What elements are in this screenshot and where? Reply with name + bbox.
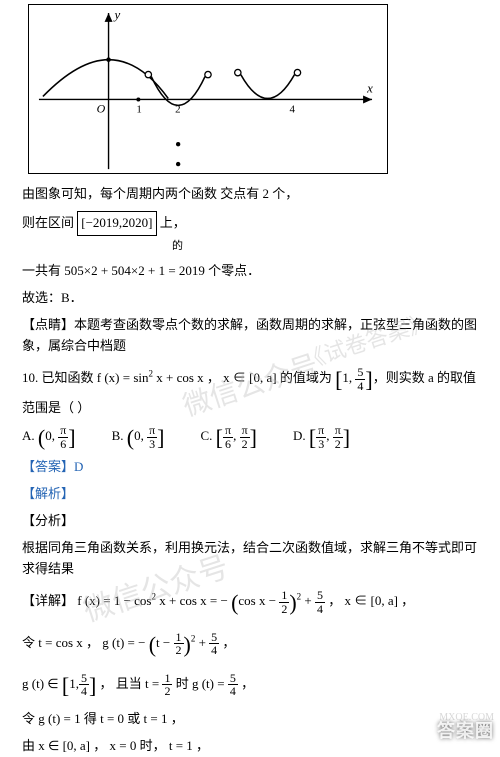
para-2-pre: 则在区间 bbox=[22, 215, 74, 230]
para-2: 则在区间 [−2019,2020] 上， bbox=[22, 211, 478, 236]
answer-label: 【答案】D bbox=[22, 457, 478, 478]
option-b[interactable]: B. (0, π3] bbox=[112, 424, 165, 451]
q10-frac: 54 bbox=[355, 366, 365, 392]
q10-range-a: 1, bbox=[342, 370, 352, 385]
fenxi-label: 【分析】 bbox=[22, 511, 478, 532]
d3a: g (t) ∈ bbox=[22, 676, 62, 691]
xtick-1: 1 bbox=[136, 103, 141, 115]
xtick-2: 2 bbox=[175, 103, 180, 115]
para-1: 由图象可知，每个周期内两个函数 交点有 2 个， bbox=[22, 184, 478, 205]
d3b: 1, bbox=[69, 676, 79, 691]
d3h: ， bbox=[238, 676, 254, 691]
d3f: 时 g (t) = bbox=[172, 676, 227, 691]
footer-brand: 答案圈 bbox=[437, 717, 494, 743]
options-row: A. (0, π6] B. (0, π3] C. [π6, π2] D. [π3… bbox=[22, 424, 478, 451]
para-2-post: 上， bbox=[160, 215, 186, 230]
xtick-4: 4 bbox=[290, 103, 296, 115]
q10-pre: 10. 已知函数 f (x) = sin bbox=[22, 370, 149, 385]
d1b: x + cos x = − bbox=[156, 593, 231, 608]
opt-d-label: D. bbox=[293, 428, 306, 443]
d2e: ， bbox=[219, 635, 235, 650]
analysis-label: 【解析】 bbox=[22, 484, 478, 505]
detail-5: 由 x ∈ [0, a] ， x = 0 时， t = 1 ， bbox=[22, 736, 478, 757]
axis-x-label: x bbox=[366, 81, 373, 96]
opt-b-label: B. bbox=[112, 428, 124, 443]
q10: 10. 已知函数 f (x) = sin2 x + cos x ， x ∈ [0… bbox=[22, 362, 478, 418]
graph-svg: y x O 1 2 4 bbox=[29, 5, 387, 174]
d1d: + bbox=[301, 593, 315, 608]
d3d: ， 且当 t = bbox=[96, 676, 162, 691]
option-d[interactable]: D. [π3, π2] bbox=[293, 424, 350, 451]
tip-line: 【点睛】本题考查函数零点个数的求解，函数周期的求解，正弦型三角函数的图象，属综合… bbox=[22, 315, 478, 357]
fenxi-text: 根据同角三角函数关系，利用换元法，结合二次函数值域，求解三角不等式即可求得结果 bbox=[22, 538, 478, 580]
bracket-r: ] bbox=[365, 367, 372, 392]
d1f: ， x ∈ [0, a] ， bbox=[325, 593, 414, 608]
opt-a-label: A. bbox=[22, 428, 35, 443]
option-c[interactable]: C. [π6, π2] bbox=[201, 424, 257, 451]
para-3: 一共有 505×2 + 504×2 + 1 = 2019 个零点． bbox=[22, 261, 478, 282]
detail-1: 【详解】 f (x) = 1 − cos2 x + cos x = − (cos… bbox=[22, 585, 478, 620]
document-body: 由图象可知，每个周期内两个函数 交点有 2 个， 则在区间 [−2019,202… bbox=[0, 184, 500, 757]
option-a[interactable]: A. (0, π6] bbox=[22, 424, 76, 451]
origin-label: O bbox=[97, 101, 106, 115]
interval-box: [−2019,2020] bbox=[77, 211, 156, 236]
detail-label: 【详解】 bbox=[22, 593, 74, 608]
detail-2: 令 t = cos x ， g (t) = − (t − 12)2 + 54 ， bbox=[22, 627, 478, 662]
opt-c-label: C. bbox=[201, 428, 213, 443]
function-graph: y x O 1 2 4 bbox=[28, 4, 388, 174]
d2c: + bbox=[195, 635, 209, 650]
para-4: 故选：B． bbox=[22, 288, 478, 309]
para-2-note: 的 bbox=[172, 238, 478, 256]
q10-mid: x + cos x ， x ∈ [0, a] 的值域为 bbox=[153, 370, 335, 385]
detail-3: g (t) ∈ [1,54] ， 且当 t = 12 时 g (t) = 54 … bbox=[22, 668, 478, 703]
detail-4: 令 g (t) = 1 得 t = 0 或 t = 1 ， bbox=[22, 709, 478, 730]
d2a: 令 t = cos x ， g (t) = − bbox=[22, 635, 149, 650]
axis-y-label: y bbox=[113, 7, 121, 22]
d1a: f (x) = 1 − cos bbox=[77, 593, 151, 608]
